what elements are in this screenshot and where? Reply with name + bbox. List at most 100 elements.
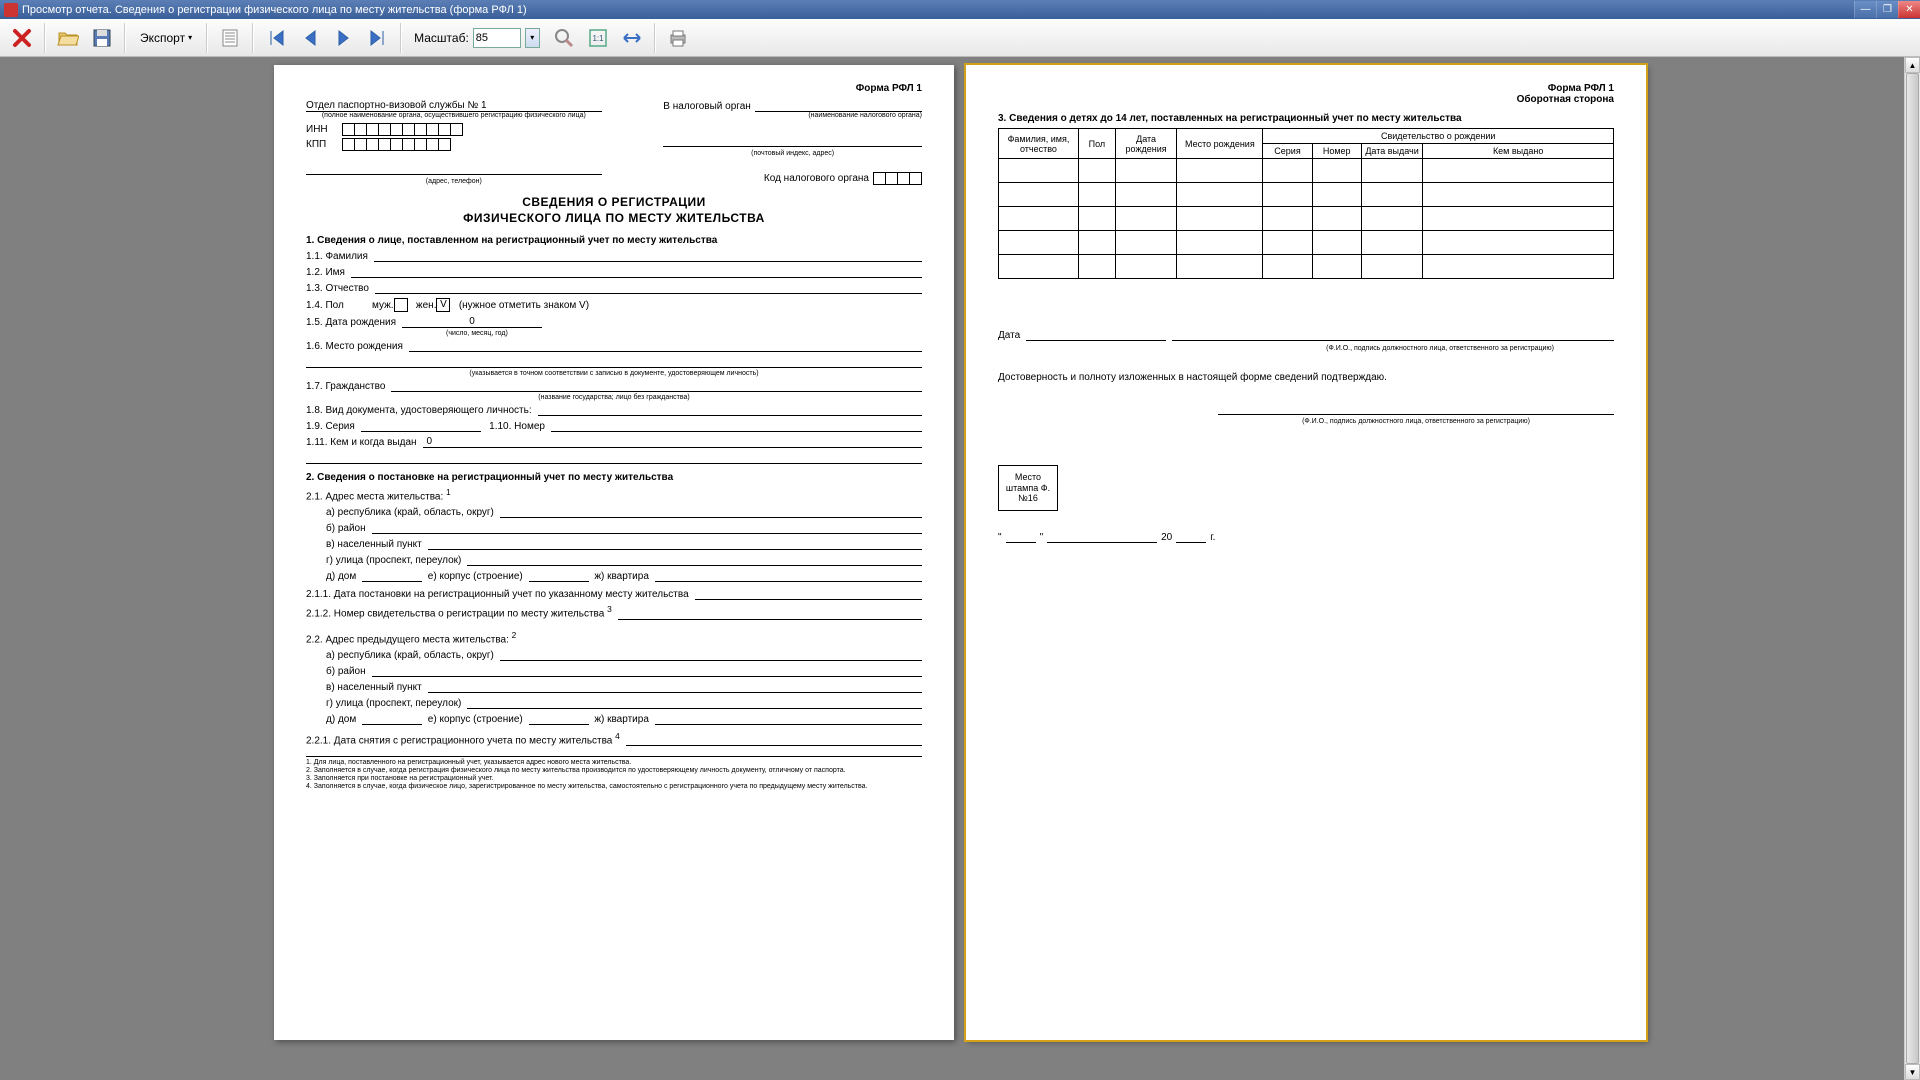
scroll-down-button[interactable]: ▼ <box>1905 1064 1920 1080</box>
table-row <box>999 255 1614 279</box>
field-1-10-label: 1.10. Номер <box>489 421 545 432</box>
minimize-button[interactable]: — <box>1854 1 1876 18</box>
kpp-cells <box>342 138 451 151</box>
toolbar: Экспорт▾ Масштаб: ▾ 1:1 <box>0 19 1920 57</box>
children-table: Фамилия, имя, отчество Пол Дата рождения… <box>998 128 1614 279</box>
addr2-v-label: в) населенный пункт <box>326 682 422 693</box>
open-button[interactable] <box>52 23 84 53</box>
toolbar-separator <box>252 23 254 53</box>
field-1-2-label: 1.2. Имя <box>306 267 345 278</box>
addr2-zh-label: ж) квартира <box>594 714 649 725</box>
field-1-11-value: 0 <box>423 436 922 448</box>
gender-note: (нужное отметить знаком V) <box>459 300 589 311</box>
th-series: Серия <box>1263 144 1312 159</box>
male-checkbox <box>394 298 408 312</box>
th-number: Номер <box>1312 144 1361 159</box>
field-1-6-label: 1.6. Место рождения <box>306 341 403 352</box>
inn-label: ИНН <box>306 124 342 135</box>
dept-note: (полное наименование органа, осуществивш… <box>306 112 602 119</box>
field-2-2-1-label: 2.2.1. Дата снятия с регистрационного уч… <box>306 731 620 746</box>
field-1-11-label: 1.11. Кем и когда выдан <box>306 437 417 448</box>
save-button[interactable] <box>86 23 118 53</box>
scroll-thumb[interactable] <box>1906 73 1919 1064</box>
field-2-1-1-label: 2.1.1. Дата постановки на регистрационны… <box>306 589 689 600</box>
date-label: Дата <box>998 330 1020 341</box>
field-1-4-label: 1.4. Пол <box>306 300 366 311</box>
confirm-text: Достоверность и полноту изложенных в нас… <box>998 372 1614 383</box>
prev-page-button[interactable] <box>294 23 326 53</box>
th-sex: Пол <box>1078 129 1115 159</box>
app-icon <box>4 3 18 17</box>
sign-note-2: (Ф.И.О., подпись должностного лица, отве… <box>1218 418 1614 425</box>
kpp-label: КПП <box>306 139 342 150</box>
field-1-7-note: (название государства; лицо без гражданс… <box>306 394 922 401</box>
page-setup-button[interactable] <box>214 23 246 53</box>
th-fio: Фамилия, имя, отчество <box>999 129 1079 159</box>
form-code: Форма РФЛ 1 <box>306 83 922 94</box>
field-1-3-label: 1.3. Отчество <box>306 283 369 294</box>
addr2-e-label: е) корпус (строение) <box>428 714 523 725</box>
addr-b-label: б) район <box>326 523 366 534</box>
field-2-1-label: 2.1. Адрес места жительства: 1 <box>306 487 451 502</box>
next-page-button[interactable] <box>328 23 360 53</box>
cancel-button[interactable] <box>6 23 38 53</box>
svg-text:1:1: 1:1 <box>592 34 604 43</box>
toolbar-separator <box>654 23 656 53</box>
addr2-a-label: а) республика (край, область, округ) <box>326 650 494 661</box>
footnotes: 1. Для лица, поставленного на регистраци… <box>306 756 922 791</box>
section-1-head: 1. Сведения о лице, поставленном на реги… <box>306 235 922 246</box>
field-1-8-label: 1.8. Вид документа, удостоверяющего личн… <box>306 405 532 416</box>
vertical-scrollbar[interactable]: ▲ ▼ <box>1904 57 1920 1080</box>
scale-input[interactable] <box>473 28 521 48</box>
field-2-2-label: 2.2. Адрес предыдущего места жительства:… <box>306 630 516 645</box>
tax-auth-note: (наименование налогового органа) <box>663 112 922 119</box>
report-page-2: Форма РФЛ 1 Оборотная сторона 3. Сведени… <box>966 65 1646 1040</box>
section-3-head: 3. Сведения о детях до 14 лет, поставлен… <box>998 113 1614 124</box>
scale-dropdown-button[interactable]: ▾ <box>525 28 540 48</box>
year-20: 20 <box>1161 532 1172 543</box>
dob-value: 0 <box>402 316 542 328</box>
maximize-button[interactable]: ❐ <box>1876 1 1898 18</box>
inn-cells <box>342 123 463 136</box>
addr-phone-note: (адрес, телефон) <box>306 178 602 185</box>
last-page-button[interactable] <box>362 23 394 53</box>
field-1-6-note: (указывается в точном соответствии с зап… <box>306 370 922 377</box>
addr-e-label: е) корпус (строение) <box>428 571 523 582</box>
fit-width-button[interactable] <box>616 23 648 53</box>
addr-g-label: г) улица (проспект, переулок) <box>326 555 461 566</box>
tax-auth-label: В налоговый орган <box>663 101 751 112</box>
field-1-9-label: 1.9. Серия <box>306 421 355 432</box>
addr2-b-label: б) район <box>326 666 366 677</box>
export-label: Экспорт <box>140 31 185 45</box>
field-1-5-label: 1.5. Дата рождения <box>306 317 396 328</box>
th-issued-by: Кем выдано <box>1423 144 1614 159</box>
first-page-button[interactable] <box>260 23 292 53</box>
th-dob: Дата рождения <box>1115 129 1177 159</box>
addr-d-label: д) дом <box>326 571 356 582</box>
scroll-up-button[interactable]: ▲ <box>1905 57 1920 73</box>
export-button[interactable]: Экспорт▾ <box>132 23 200 53</box>
toolbar-separator <box>44 23 46 53</box>
year-g: г. <box>1210 532 1215 543</box>
report-canvas[interactable]: Форма РФЛ 1 Отдел паспортно-визовой служ… <box>0 57 1920 1080</box>
table-row <box>999 183 1614 207</box>
female-label: жен. <box>416 300 437 311</box>
date-quote-l: " <box>998 532 1002 543</box>
section-2-head: 2. Сведения о постановке на регистрацион… <box>306 472 922 483</box>
addr-zh-label: ж) квартира <box>594 571 649 582</box>
field-2-1-2-label: 2.1.2. Номер свидетельства о регистрации… <box>306 604 612 619</box>
toolbar-separator <box>124 23 126 53</box>
th-issue-date: Дата выдачи <box>1361 144 1423 159</box>
stamp-box: Место штампа Ф. №16 <box>998 465 1058 511</box>
postal-note: (почтовый индекс, адрес) <box>663 150 922 157</box>
print-button[interactable] <box>662 23 694 53</box>
tax-code-label: Код налогового органа <box>764 173 869 184</box>
zoom-100-button[interactable]: 1:1 <box>582 23 614 53</box>
toolbar-separator <box>400 23 402 53</box>
dob-note: (число, месяц, год) <box>306 330 922 337</box>
window-controls: — ❐ ✕ <box>1854 1 1920 18</box>
report-page-1: Форма РФЛ 1 Отдел паспортно-визовой служ… <box>274 65 954 1040</box>
zoom-tool-button[interactable] <box>548 23 580 53</box>
page2-form-code: Форма РФЛ 1 Оборотная сторона <box>998 83 1614 105</box>
close-button[interactable]: ✕ <box>1898 1 1920 18</box>
